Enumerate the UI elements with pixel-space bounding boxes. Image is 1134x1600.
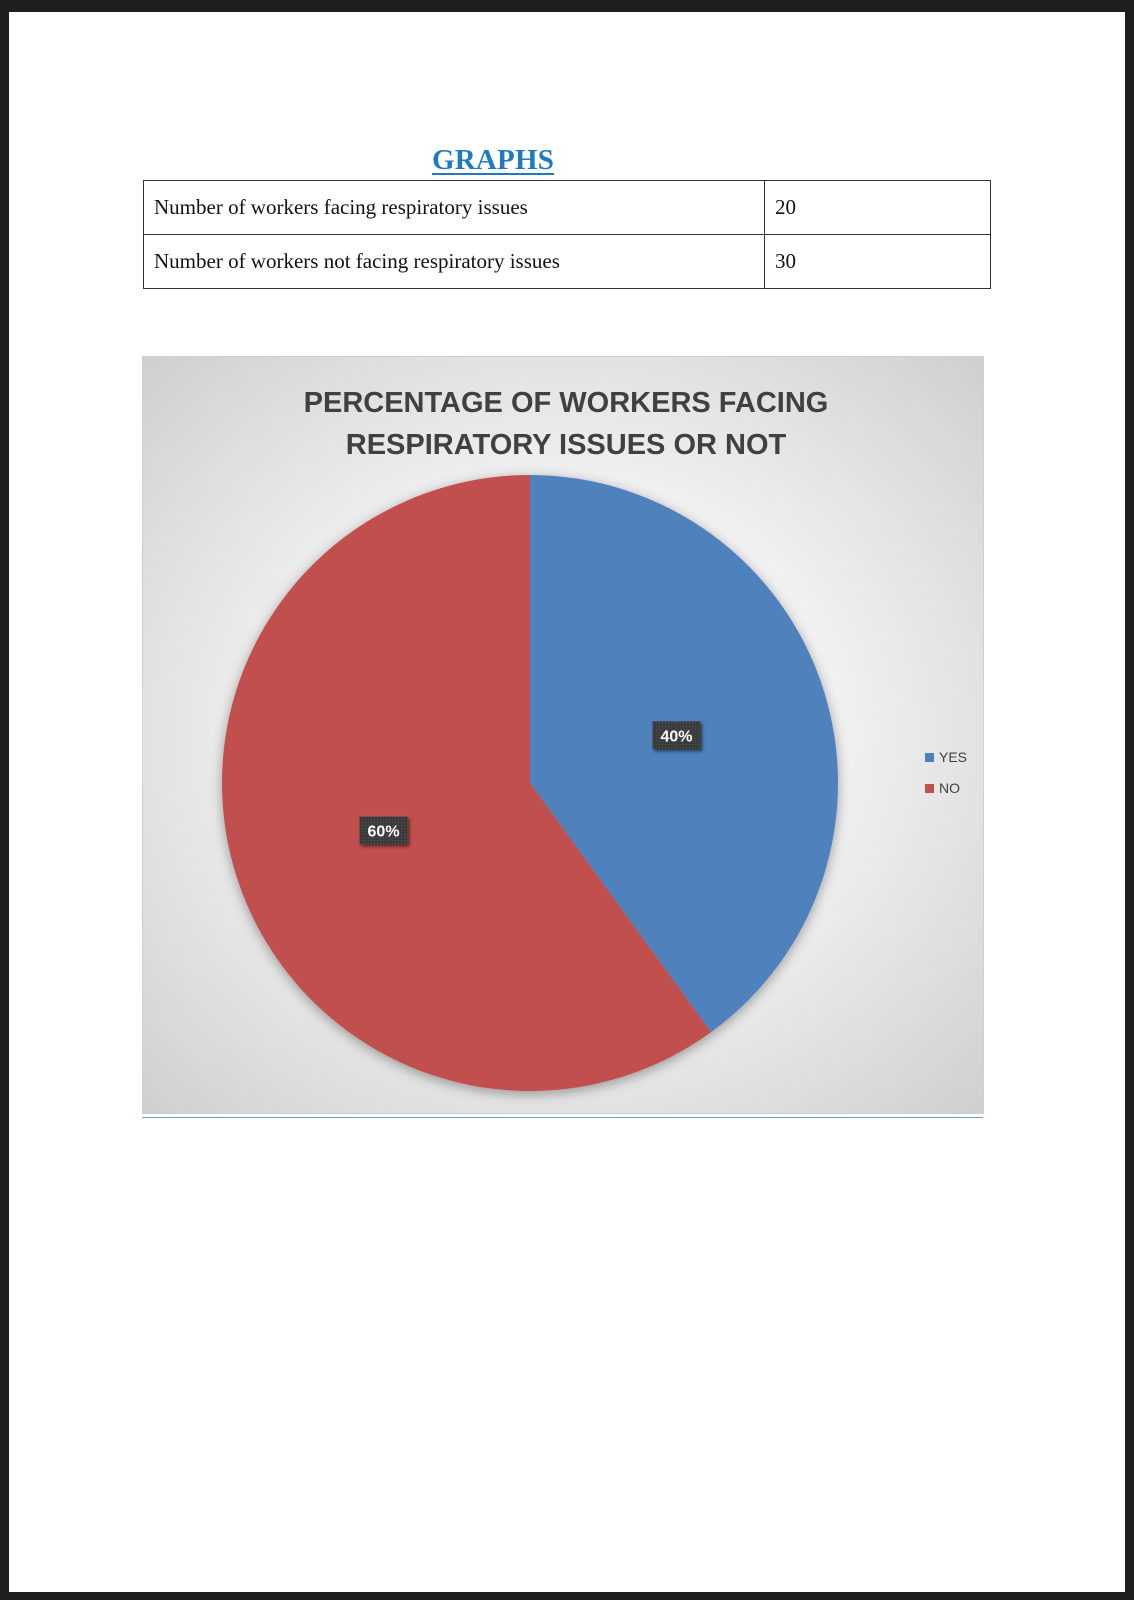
data-label-box [652,721,701,750]
table-cell-label: Number of workers not facing respiratory… [143,234,765,289]
pie-slice-yes [530,475,838,1033]
pie-slice-no [222,475,712,1091]
table-cell-value: 20 [764,180,991,235]
data-label-text: 40% [660,728,692,745]
legend-label-no: NO [939,780,960,796]
pie-chart-area: PERCENTAGE OF WORKERS FACING RESPIRATORY… [142,356,984,1114]
respiratory-counts-table: Number of workers facing respiratory iss… [143,180,991,289]
chart-title-line-2: RESPIRATORY ISSUES OR NOT [346,429,787,461]
table-cell-label: Number of workers facing respiratory iss… [143,180,765,235]
data-label-yes: 40% [652,721,701,750]
chart-title-line-1: PERCENTAGE OF WORKERS FACING [304,387,829,419]
horizontal-rule [142,1117,983,1118]
data-label-box [359,816,408,845]
table-row: Number of workers facing respiratory iss… [143,180,991,235]
data-label-no: 60% [359,816,408,845]
legend-swatch-no [925,784,934,793]
data-label-text: 60% [368,824,400,841]
pie-chart: PERCENTAGE OF WORKERS FACING RESPIRATORY… [222,387,967,1091]
legend-label-yes: YES [939,749,967,765]
table-row: Number of workers not facing respiratory… [143,234,991,289]
table-cell-value: 30 [764,234,991,289]
legend-swatch-yes [925,753,934,762]
page-heading: GRAPHS [432,144,555,176]
